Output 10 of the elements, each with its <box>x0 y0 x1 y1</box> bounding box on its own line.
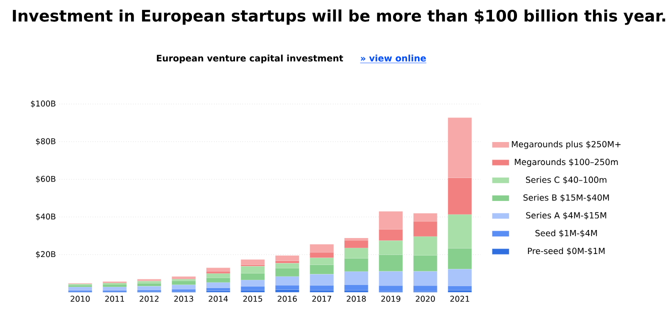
legend-label: Megarounds plus $250M+ <box>512 140 621 149</box>
legend-label: Series C $40–100m <box>526 176 606 184</box>
legend-label: Megarounds $100–250m <box>514 158 618 167</box>
chart-subtitle: European venture capital investment <box>156 54 344 64</box>
text: » view online <box>361 54 426 62</box>
chart-title: Investment in European startups will be more than $100 billion this year. <box>12 9 666 25</box>
text: Seed $1M-$4M <box>535 230 597 238</box>
legend-label: Pre-seed $0M-$1M <box>528 248 605 256</box>
legend-label: Series B $15M-$40M <box>523 194 609 202</box>
legend-label: Series A $4M-$15M <box>526 212 606 220</box>
